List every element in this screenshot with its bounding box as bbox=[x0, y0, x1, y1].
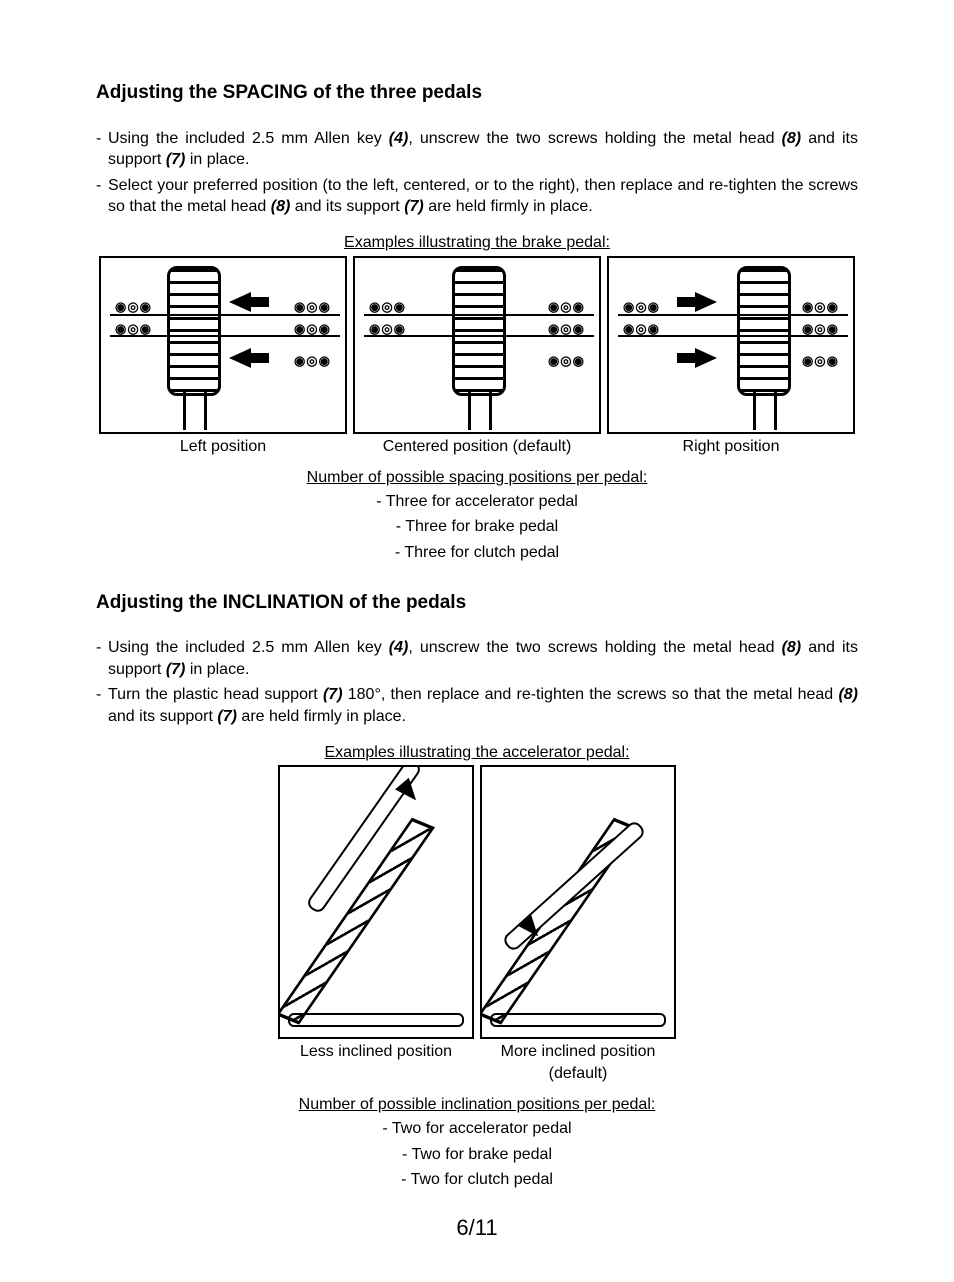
inclination-figure-row bbox=[96, 765, 858, 1039]
list-item: - Turn the plastic head support (7) 180°… bbox=[96, 684, 858, 727]
text: and its support bbox=[108, 708, 217, 725]
inclination-summary-item: - Two for accelerator pedal bbox=[96, 1118, 858, 1140]
spacing-summary-item: - Three for brake pedal bbox=[96, 516, 858, 538]
inclination-figure-less bbox=[278, 765, 474, 1039]
spacing-figure-caption: Examples illustrating the brake pedal: bbox=[96, 232, 858, 254]
text: are held firmly in place. bbox=[424, 198, 593, 215]
section-heading-spacing: Adjusting the SPACING of the three pedal… bbox=[96, 80, 858, 106]
ref-7: (7) bbox=[166, 661, 186, 678]
ref-7: (7) bbox=[404, 198, 424, 215]
figure-label: Left position bbox=[99, 436, 347, 458]
section-heading-inclination: Adjusting the INCLINATION of the pedals bbox=[96, 590, 858, 616]
text: and its support bbox=[290, 198, 404, 215]
text: , unscrew the two screws holding the met… bbox=[408, 639, 781, 656]
inclination-summary-item: - Two for brake pedal bbox=[96, 1144, 858, 1166]
inclination-figure-more bbox=[480, 765, 676, 1039]
inclination-summary-item: - Two for clutch pedal bbox=[96, 1169, 858, 1191]
list-item: - Select your preferred position (to the… bbox=[96, 175, 858, 218]
ref-8: (8) bbox=[782, 130, 802, 147]
list-item: - Using the included 2.5 mm Allen key (4… bbox=[96, 128, 858, 171]
spacing-instructions: - Using the included 2.5 mm Allen key (4… bbox=[96, 128, 858, 218]
text: in place. bbox=[185, 151, 249, 168]
figure-label: Right position bbox=[607, 436, 855, 458]
figure-label: Less inclined position bbox=[278, 1041, 474, 1084]
spacing-figure-center: ◉◎◉ ◉◎◉ ◉◎◉ ◉◎◉ ◉◎◉ bbox=[353, 256, 601, 434]
ref-4: (4) bbox=[389, 639, 409, 656]
spacing-figure-labels: Left position Centered position (default… bbox=[96, 436, 858, 458]
ref-8: (8) bbox=[271, 198, 291, 215]
text: Turn the plastic head support bbox=[108, 686, 323, 703]
page-number: 6/11 bbox=[96, 1213, 858, 1243]
spacing-summary-title: Number of possible spacing positions per… bbox=[96, 467, 858, 489]
ref-8: (8) bbox=[782, 639, 802, 656]
inclination-figure-labels: Less inclined position More inclined pos… bbox=[96, 1041, 858, 1084]
inclination-summary-title: Number of possible inclination positions… bbox=[96, 1094, 858, 1116]
ref-8: (8) bbox=[838, 686, 858, 703]
list-item: - Using the included 2.5 mm Allen key (4… bbox=[96, 637, 858, 680]
spacing-figure-left: ◉◎◉ ◉◎◉ ◉◎◉ ◉◎◉ ◉◎◉ bbox=[99, 256, 347, 434]
figure-label: Centered position (default) bbox=[353, 436, 601, 458]
text: are held firmly in place. bbox=[237, 708, 406, 725]
spacing-figure-row: ◉◎◉ ◉◎◉ ◉◎◉ ◉◎◉ ◉◎◉ ◉◎◉ ◉◎◉ ◉◎◉ ◉◎◉ ◉◎◉ … bbox=[96, 256, 858, 434]
text: in place. bbox=[185, 661, 249, 678]
text: Using the included 2.5 mm Allen key bbox=[108, 130, 389, 147]
spacing-summary-item: - Three for clutch pedal bbox=[96, 542, 858, 564]
ref-4: (4) bbox=[389, 130, 409, 147]
text: , unscrew the two screws holding the met… bbox=[408, 130, 781, 147]
ref-7: (7) bbox=[166, 151, 186, 168]
spacing-figure-right: ◉◎◉ ◉◎◉ ◉◎◉ ◉◎◉ ◉◎◉ bbox=[607, 256, 855, 434]
inclination-figure-caption: Examples illustrating the accelerator pe… bbox=[96, 742, 858, 764]
text: 180°, then replace and re-tighten the sc… bbox=[343, 686, 839, 703]
ref-7: (7) bbox=[217, 708, 237, 725]
figure-label: More inclined position (default) bbox=[480, 1041, 676, 1084]
spacing-summary-item: - Three for accelerator pedal bbox=[96, 491, 858, 513]
ref-7: (7) bbox=[323, 686, 343, 703]
inclination-instructions: - Using the included 2.5 mm Allen key (4… bbox=[96, 637, 858, 727]
text: Using the included 2.5 mm Allen key bbox=[108, 639, 389, 656]
